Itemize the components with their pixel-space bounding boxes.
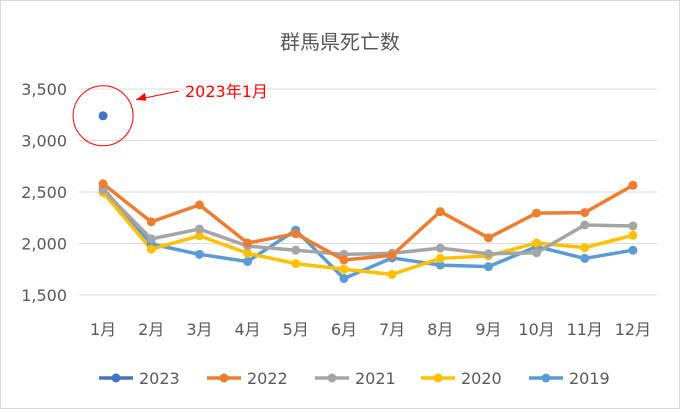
- legend-marker-2023: [111, 373, 121, 383]
- x-tick-label: 8月: [427, 320, 453, 339]
- data-point-2021: [291, 245, 301, 255]
- legend-marker-2022: [219, 373, 229, 383]
- series-line-2021: [101, 188, 633, 257]
- data-point-2020: [339, 264, 349, 274]
- legend-label-2019: 2019: [569, 369, 610, 388]
- data-point-2022: [291, 229, 301, 239]
- data-point-2022: [580, 208, 590, 218]
- data-point-2019: [580, 253, 590, 263]
- data-point-2019: [483, 262, 493, 272]
- data-point-2019: [435, 260, 445, 270]
- data-point-2019: [628, 245, 638, 255]
- data-point-2021: [628, 221, 638, 231]
- x-tick-label: 9月: [475, 320, 501, 339]
- data-point-2023: [98, 111, 108, 121]
- data-point-2021: [146, 234, 156, 244]
- x-tick-label: 11月: [567, 320, 603, 339]
- data-point-2019: [339, 274, 349, 284]
- series-line-2022: [101, 182, 634, 262]
- legend-label-2021: 2021: [355, 369, 396, 388]
- series-lines: [101, 182, 634, 281]
- data-point-2020: [435, 253, 445, 263]
- data-point-2022: [146, 217, 156, 227]
- legend-marker-2021: [327, 373, 337, 383]
- data-point-2022: [98, 179, 108, 189]
- annotation-circle: [72, 85, 134, 147]
- y-tick-label: 3,000: [21, 132, 67, 151]
- data-point-2022: [194, 200, 204, 210]
- data-point-2020: [387, 269, 397, 279]
- x-tick-label: 6月: [331, 320, 357, 339]
- y-tick-label: 2,500: [21, 183, 67, 202]
- data-point-2021: [580, 220, 590, 230]
- data-point-2020: [243, 248, 253, 258]
- y-tick-label: 3,500: [21, 80, 67, 99]
- legend-marker-2020: [433, 373, 443, 383]
- data-point-2022: [532, 208, 542, 218]
- data-point-2021: [98, 185, 108, 195]
- data-point-2021: [194, 224, 204, 234]
- x-tick-label: 12月: [615, 320, 651, 339]
- data-point-2021: [483, 249, 493, 259]
- legend-label-2023: 2023: [139, 369, 180, 388]
- data-point-2020: [532, 238, 542, 248]
- data-point-2020: [628, 230, 638, 240]
- x-axis-tick-labels: 1月 2月 3月 4月 5月 6月 7月 8月 9月 10月 11月 12月: [90, 320, 651, 339]
- data-point-2020: [291, 259, 301, 269]
- x-tick-label: 5月: [283, 320, 309, 339]
- series-markers: [98, 111, 638, 284]
- data-point-2022: [387, 250, 397, 260]
- data-point-2021: [532, 248, 542, 258]
- y-tick-label: 1,500: [21, 286, 67, 305]
- grid-lines: [79, 88, 657, 296]
- x-tick-label: 1月: [90, 320, 116, 339]
- legend-marker-2019: [541, 373, 551, 383]
- legend: 2023 2022 2021 2020 2019: [99, 369, 610, 388]
- annotation: 2023年1月: [72, 82, 268, 147]
- legend-label-2022: 2022: [247, 369, 288, 388]
- data-point-2019: [194, 249, 204, 259]
- x-tick-label: 3月: [186, 320, 212, 339]
- data-point-2022: [483, 233, 493, 243]
- legend-label-2020: 2020: [461, 369, 502, 388]
- x-tick-label: 7月: [379, 320, 405, 339]
- y-axis-tick-labels: 1,500 2,000 2,500 3,000 3,500: [21, 80, 67, 305]
- x-tick-label: 10月: [518, 320, 554, 339]
- annotation-label: 2023年1月: [185, 82, 268, 101]
- data-point-2019: [243, 257, 253, 267]
- data-point-2022: [243, 238, 253, 248]
- data-point-2020: [194, 231, 204, 241]
- data-point-2020: [580, 243, 590, 253]
- x-tick-label: 4月: [234, 320, 260, 339]
- series-line-2020: [101, 191, 634, 277]
- data-point-2022: [339, 255, 349, 265]
- y-tick-label: 2,000: [21, 235, 67, 254]
- data-point-2020: [146, 244, 156, 254]
- data-point-2022: [628, 180, 638, 190]
- data-point-2021: [435, 243, 445, 253]
- data-point-2022: [435, 207, 445, 217]
- x-tick-label: 2月: [138, 320, 164, 339]
- annotation-arrowhead: [136, 92, 147, 101]
- chart-title: 群馬県死亡数: [280, 30, 400, 54]
